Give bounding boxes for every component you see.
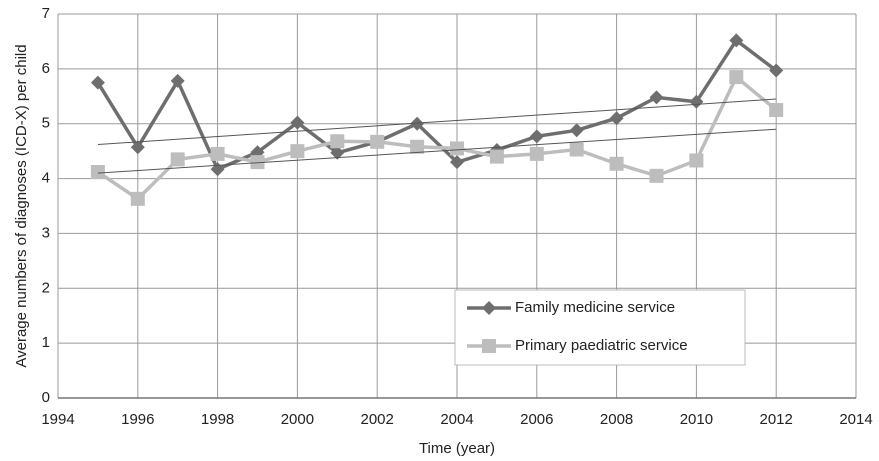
legend-marker <box>482 339 496 353</box>
marker <box>569 142 584 157</box>
x-tick-label: 2014 <box>839 411 872 428</box>
x-tick-label: 1998 <box>201 411 234 428</box>
marker <box>130 140 145 155</box>
marker <box>90 75 105 90</box>
y-tick-label: 6 <box>42 60 50 77</box>
marker <box>729 33 744 48</box>
x-tick-label: 2006 <box>520 411 553 428</box>
marker <box>649 90 664 105</box>
trend-line <box>97 98 777 146</box>
x-tick-label: 1996 <box>121 411 154 428</box>
marker <box>210 146 225 161</box>
marker <box>450 155 464 170</box>
marker <box>330 145 345 160</box>
marker <box>290 144 305 159</box>
marker <box>130 191 145 206</box>
x-tick-label: 2000 <box>281 411 314 428</box>
x-tick-label: 2012 <box>760 411 793 428</box>
x-tick-label: 2004 <box>440 411 473 428</box>
y-tick-label: 7 <box>42 5 50 22</box>
marker <box>609 156 624 171</box>
y-tick-label: 4 <box>42 170 50 187</box>
y-tick-label: 0 <box>42 389 50 406</box>
marker <box>410 116 425 131</box>
marker <box>489 149 504 164</box>
trend-line <box>97 128 777 174</box>
marker <box>290 115 305 130</box>
marker <box>649 168 664 183</box>
marker <box>689 94 704 109</box>
y-tick-label: 3 <box>42 224 50 241</box>
marker <box>729 70 744 85</box>
marker <box>90 164 105 179</box>
marker <box>210 162 225 177</box>
marker <box>569 123 584 138</box>
legend-label: Family medicine service <box>515 299 675 316</box>
x-tick-label: 2008 <box>600 411 633 428</box>
legend-label: Primary paediatric service <box>515 337 688 354</box>
marker <box>170 73 185 88</box>
y-tick-label: 1 <box>42 334 50 351</box>
marker <box>410 139 425 154</box>
y-tick-label: 5 <box>42 115 50 132</box>
marker <box>450 141 464 156</box>
y-axis-label: Average numbers of diagnoses (ICD-X) per… <box>13 44 30 367</box>
marker <box>529 146 544 161</box>
marker <box>250 155 265 170</box>
legend-box <box>454 289 746 366</box>
marker <box>370 134 385 149</box>
marker <box>330 134 345 149</box>
x-axis-label: Time (year) <box>419 440 495 457</box>
marker <box>769 103 784 117</box>
y-tick-label: 2 <box>42 279 50 296</box>
legend: Family medicine service Primary paediatri… <box>454 289 746 366</box>
marker <box>170 152 185 167</box>
x-tick-label: 2002 <box>361 411 394 428</box>
x-tick-label: 2010 <box>680 411 713 428</box>
marker <box>609 111 624 126</box>
marker <box>529 129 544 144</box>
series-line <box>96 37 778 172</box>
marker <box>689 153 704 168</box>
marker <box>769 63 784 78</box>
x-tick-label: 1994 <box>41 411 74 428</box>
legend-marker <box>482 301 496 315</box>
